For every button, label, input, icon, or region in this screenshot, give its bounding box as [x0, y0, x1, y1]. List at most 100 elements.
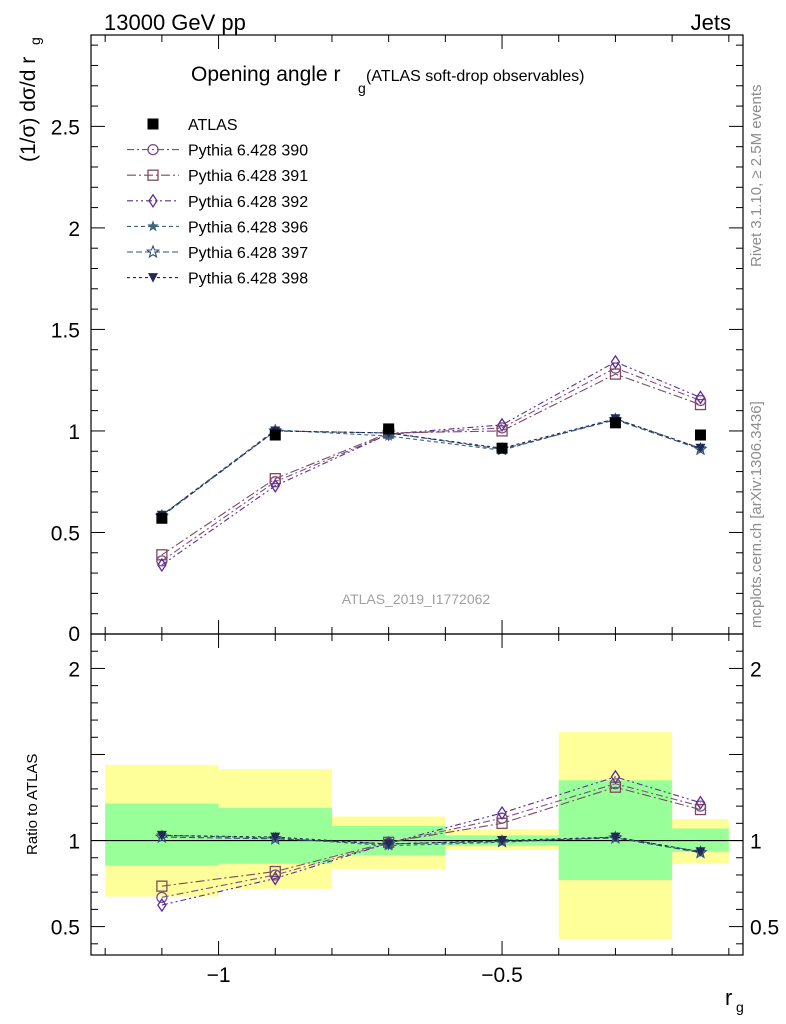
legend-label: ATLAS	[188, 117, 238, 134]
series-s391	[156, 368, 707, 561]
main-plot-content	[154, 354, 708, 573]
series-line-s397	[161, 419, 701, 517]
legend-entry-s390: Pythia 6.428 390	[127, 143, 308, 160]
series-s398	[156, 830, 706, 857]
header-jets-label: Jets	[691, 10, 731, 35]
main-y-tick-label: 1	[68, 421, 80, 444]
data-point-data	[694, 429, 706, 441]
data-point-s391	[694, 398, 707, 411]
data-point-s398	[497, 836, 508, 846]
data-point-s392	[157, 897, 167, 913]
x-tick-label: −0.5	[481, 964, 522, 987]
ratio-y-tick-label-left: 0.5	[51, 917, 80, 940]
ratio-y-axis-label: Ratio to ATLAS	[24, 754, 41, 855]
legend-label: Pythia 6.428 391	[188, 168, 308, 185]
data-point-s398	[695, 847, 706, 857]
series-s390	[156, 362, 707, 567]
ratio-y-tick-label-right: 0.5	[750, 917, 779, 940]
ratio-frame	[90, 633, 744, 956]
data-point-s390	[609, 362, 622, 374]
main-title-subscript: g	[358, 80, 366, 96]
data-point-s392	[157, 557, 167, 573]
legend: ATLAS Pythia 6.428 390 Pythia 6.428 391 Pyt…	[127, 117, 308, 288]
series-s392	[157, 769, 706, 913]
legend-marker	[148, 193, 158, 208]
rivet-label: Rivet 3.1.10, ≥ 2.5M events	[748, 85, 765, 268]
main-y-tick-label: 1.5	[51, 319, 80, 342]
legend-marker	[147, 118, 159, 130]
data-point-s392	[610, 354, 621, 370]
series-s392	[157, 354, 706, 573]
data-point-s391	[609, 368, 622, 380]
header-energy-label: 13000 GeV pp	[104, 10, 246, 35]
main-y-axis-label-subscript: g	[27, 37, 43, 45]
data-point-s392	[695, 795, 706, 810]
data-point-s391	[269, 473, 281, 485]
ratio-y-tick-label-left: 2	[68, 658, 80, 681]
data-point-s398	[383, 839, 394, 849]
series-line-s392	[161, 776, 701, 906]
data-point-s391	[496, 425, 508, 437]
main-y-tick-label: 2	[68, 218, 80, 241]
data-point-data	[269, 429, 281, 441]
data-point-s391	[156, 880, 168, 892]
series-line-s391	[161, 786, 701, 887]
legend-entry-s397: Pythia 6.428 397	[127, 244, 308, 262]
ratio-y-tick-label-right: 1	[750, 831, 762, 854]
data-point-s390	[156, 555, 168, 567]
series-line-s390	[161, 367, 701, 562]
main-title-text: Opening angle r	[191, 63, 340, 86]
data-point-data	[156, 512, 168, 524]
mcplots-label: mcplots.cern.ch [arXiv:1306.3436]	[748, 401, 765, 628]
legend-marker	[148, 273, 158, 283]
data-point-data	[496, 442, 508, 454]
data-point-data	[609, 417, 621, 429]
x-axis-label: r	[725, 985, 732, 1010]
legend-marker	[147, 220, 159, 232]
data-point-s390	[156, 891, 168, 903]
legend-marker	[145, 244, 161, 259]
series-data	[156, 417, 706, 524]
ratio-plot-content	[91, 732, 743, 940]
data-point-s392	[610, 769, 621, 785]
ratio-y-tick-labels: 0.5 0.5 1 1 2 2	[51, 658, 779, 939]
main-y-tick-label: 2.5	[51, 116, 80, 139]
legend-marker	[147, 143, 159, 156]
series-line-s391	[161, 373, 701, 556]
series-line-s396	[161, 834, 701, 853]
legend-entry-s392: Pythia 6.428 392	[127, 193, 308, 211]
legend-label: Pythia 6.428 396	[188, 219, 308, 236]
ratio-x-tick-labels: −1 −0.5	[207, 964, 523, 987]
legend-label: Pythia 6.428 392	[188, 194, 308, 211]
data-point-s392	[270, 478, 281, 493]
ratio-y-tick-label-right: 2	[750, 658, 762, 681]
legend-entry-s398: Pythia 6.428 398	[127, 271, 308, 288]
data-point-s398	[270, 832, 281, 843]
legend-entry-s396: Pythia 6.428 396	[127, 219, 308, 236]
data-point-s392	[695, 390, 706, 405]
data-point-s392	[497, 805, 507, 821]
legend-label: Pythia 6.428 397	[188, 245, 308, 262]
main-y-tick-labels: 0.5 1 1.5 2 2.5 0	[51, 116, 80, 646]
ratio-panel: 0.5 0.5 1 1 2 2 −1 −0.5 Ratio to ATLAS r g	[24, 633, 779, 1015]
main-y-tick-label-zero: 0	[68, 623, 80, 646]
series-line-s390	[161, 783, 701, 898]
data-point-data	[383, 423, 395, 435]
analysis-watermark: ATLAS_2019_I1772062	[342, 591, 491, 607]
main-panel: 0.5 1 1.5 2 2.5 0 Opening angle r g (ATLAS so…	[17, 34, 744, 646]
data-point-s392	[497, 417, 507, 433]
main-title-rest: (ATLAS soft-drop observables)	[366, 68, 584, 85]
series-s397	[154, 412, 708, 523]
legend-label: Pythia 6.428 390	[188, 143, 308, 160]
main-y-axis-label: (1/σ) dσ/d r	[17, 57, 40, 162]
legend-marker	[147, 169, 159, 181]
main-y-tick-label: 0.5	[51, 522, 80, 545]
ratio-y-tick-label-left: 1	[68, 831, 80, 854]
data-point-s398	[610, 832, 621, 843]
series-line-s398	[161, 834, 701, 853]
legend-entry-s391: Pythia 6.428 391	[127, 168, 308, 185]
data-point-s392	[270, 871, 281, 886]
uncertainty-band-inner	[558, 780, 673, 881]
series-line-s392	[161, 361, 701, 566]
